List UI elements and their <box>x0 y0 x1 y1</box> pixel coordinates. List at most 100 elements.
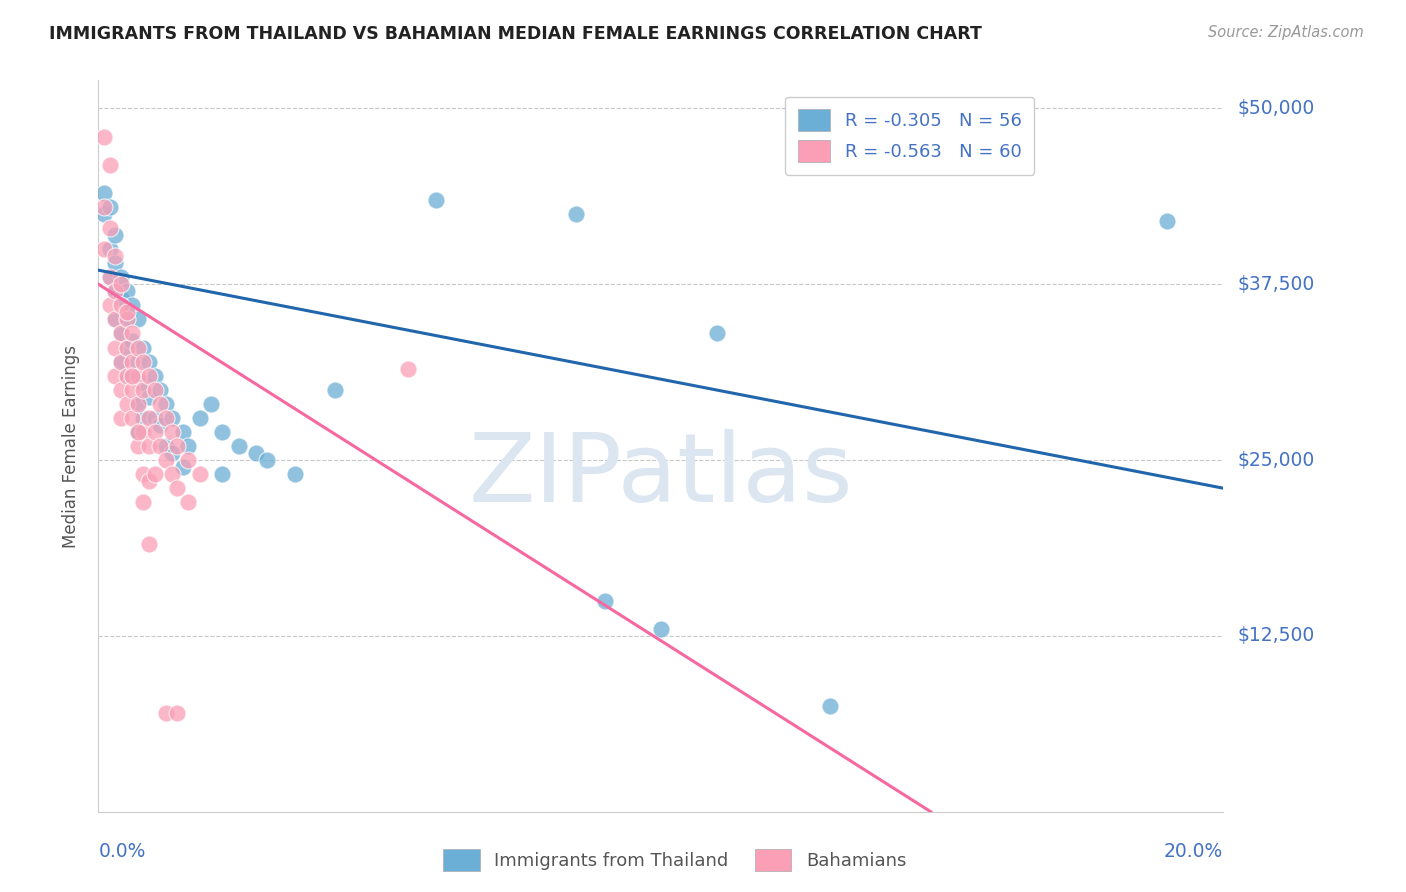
Legend: Immigrants from Thailand, Bahamians: Immigrants from Thailand, Bahamians <box>436 842 914 879</box>
Point <box>155 410 177 425</box>
Point <box>138 410 160 425</box>
Point <box>93 129 115 144</box>
Point <box>104 227 127 242</box>
Point <box>166 439 188 453</box>
Text: $25,000: $25,000 <box>1237 450 1315 469</box>
Point <box>149 439 172 453</box>
Point <box>256 453 278 467</box>
Point <box>115 397 138 411</box>
Point <box>650 622 672 636</box>
Point <box>396 361 419 376</box>
Point <box>132 341 155 355</box>
Point <box>706 326 728 341</box>
Point <box>115 305 138 319</box>
Point <box>160 467 183 482</box>
Point <box>104 312 127 326</box>
Point <box>166 706 188 721</box>
Point <box>115 341 138 355</box>
Point <box>166 481 188 495</box>
Point <box>138 354 160 368</box>
Point <box>177 495 200 509</box>
Point <box>98 221 121 235</box>
Point <box>115 368 138 383</box>
Point <box>211 467 233 482</box>
Point <box>177 439 200 453</box>
Point <box>565 207 588 221</box>
Point <box>98 158 121 172</box>
Point <box>149 417 172 432</box>
Point <box>132 495 155 509</box>
Point <box>155 706 177 721</box>
Point <box>143 410 166 425</box>
Text: $12,500: $12,500 <box>1237 626 1315 646</box>
Point <box>127 312 149 326</box>
Point <box>155 439 177 453</box>
Point <box>110 291 132 305</box>
Point <box>228 439 250 453</box>
Point <box>127 425 149 439</box>
Point <box>425 193 447 207</box>
Point <box>172 460 194 475</box>
Point <box>127 368 149 383</box>
Point <box>110 277 132 292</box>
Point <box>177 453 200 467</box>
Point <box>127 397 149 411</box>
Point <box>104 312 127 326</box>
Point <box>127 397 149 411</box>
Point <box>93 186 115 200</box>
Point <box>132 410 155 425</box>
Point <box>127 354 149 368</box>
Point <box>93 207 115 221</box>
Point <box>121 368 143 383</box>
Point <box>132 354 155 368</box>
Text: 0.0%: 0.0% <box>98 842 146 862</box>
Point <box>138 439 160 453</box>
Point <box>132 376 155 390</box>
Point <box>138 537 160 551</box>
Text: $50,000: $50,000 <box>1237 99 1315 118</box>
Point <box>110 326 132 341</box>
Point <box>1156 214 1178 228</box>
Point <box>155 453 177 467</box>
Point <box>115 312 138 326</box>
Point <box>127 341 149 355</box>
Point <box>121 383 143 397</box>
Point <box>132 467 155 482</box>
Point <box>115 312 138 326</box>
Point <box>160 425 183 439</box>
Point <box>160 410 183 425</box>
Point <box>245 446 267 460</box>
Point <box>110 383 132 397</box>
Point <box>98 200 121 214</box>
Point <box>98 242 121 256</box>
Point <box>104 249 127 263</box>
Text: 20.0%: 20.0% <box>1164 842 1223 862</box>
Point <box>104 285 127 299</box>
Point <box>121 298 143 312</box>
Point <box>143 425 166 439</box>
Point <box>110 354 132 368</box>
Point <box>110 270 132 285</box>
Point <box>149 383 172 397</box>
Point <box>138 390 160 404</box>
Point <box>132 425 155 439</box>
Point <box>132 383 155 397</box>
Text: $37,500: $37,500 <box>1237 275 1315 293</box>
Point <box>200 397 222 411</box>
Point <box>93 242 115 256</box>
Point <box>121 368 143 383</box>
Text: IMMIGRANTS FROM THAILAND VS BAHAMIAN MEDIAN FEMALE EARNINGS CORRELATION CHART: IMMIGRANTS FROM THAILAND VS BAHAMIAN MED… <box>49 25 981 43</box>
Point <box>104 285 127 299</box>
Point <box>323 383 346 397</box>
Point <box>110 298 132 312</box>
Point <box>149 397 172 411</box>
Point <box>98 270 121 285</box>
Y-axis label: Median Female Earnings: Median Female Earnings <box>62 344 80 548</box>
Point <box>284 467 307 482</box>
Point <box>98 270 121 285</box>
Point <box>93 200 115 214</box>
Point <box>110 354 132 368</box>
Point <box>127 425 149 439</box>
Point <box>115 341 138 355</box>
Point <box>115 285 138 299</box>
